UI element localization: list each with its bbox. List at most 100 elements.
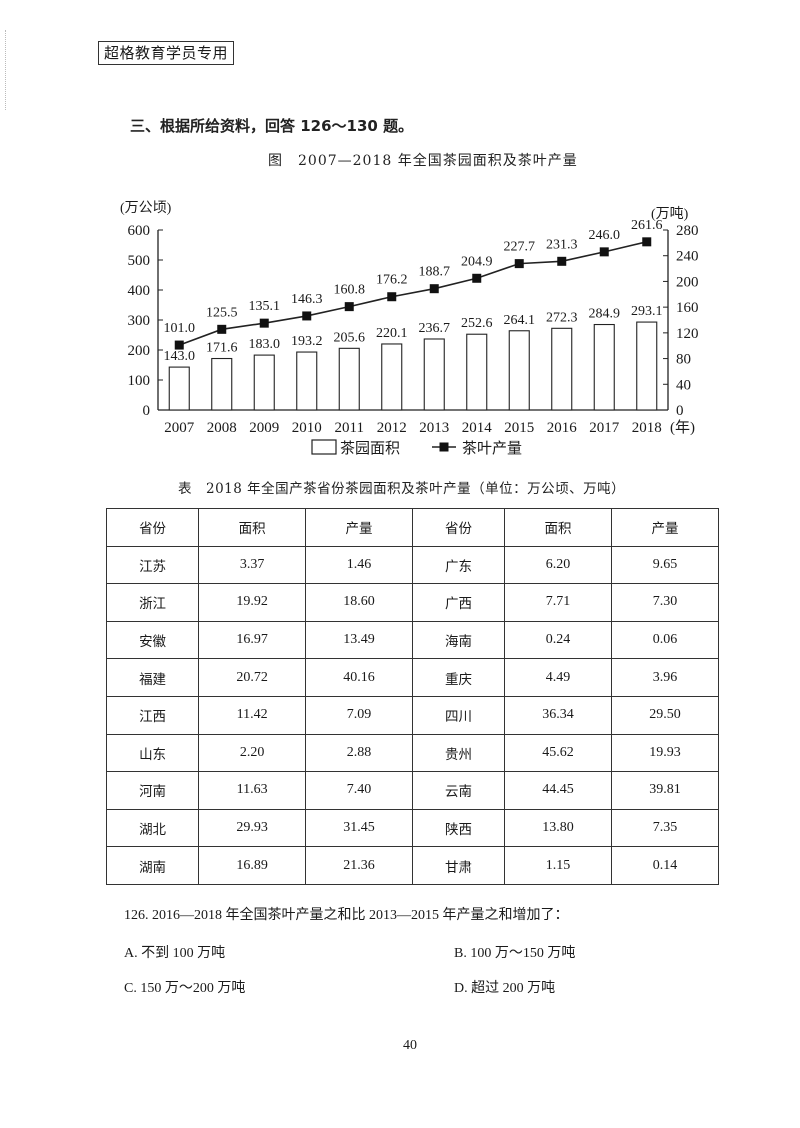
cell-output: 7.30 <box>611 583 719 622</box>
header-province-1: 省份 <box>105 508 200 547</box>
area-bar-label: 264.1 <box>504 313 536 328</box>
left-axis-unit: (万公顷) <box>120 200 172 216</box>
cell-output: 40.16 <box>305 658 413 697</box>
cell-output: 13.49 <box>305 620 413 660</box>
output-marker <box>642 237 652 247</box>
area-bar <box>466 333 488 411</box>
cell-area: 11.42 <box>198 695 307 735</box>
cell-province: 湖北 <box>105 808 200 848</box>
area-bar <box>253 354 275 411</box>
right-tick-label: 0 <box>676 403 684 419</box>
area-bar-label: 236.7 <box>419 321 451 336</box>
cell-province: 江苏 <box>105 545 200 585</box>
header-province-2: 省份 <box>411 508 506 547</box>
output-marker <box>429 284 439 294</box>
right-tick-label: 40 <box>676 377 691 393</box>
right-tick-label: 240 <box>676 249 699 265</box>
cell-province: 四川 <box>411 695 506 735</box>
output-point-label: 188.7 <box>419 265 451 280</box>
area-bar <box>593 323 615 411</box>
cell-province: 云南 <box>411 771 506 810</box>
output-point-label: 176.2 <box>376 273 408 288</box>
output-point-label: 160.8 <box>334 283 366 298</box>
cell-area: 13.80 <box>504 808 613 848</box>
area-bar-label: 252.6 <box>461 316 493 331</box>
area-bar-label: 220.1 <box>376 326 408 341</box>
area-bar-label: 284.9 <box>589 307 621 322</box>
left-tick-label: 300 <box>128 313 151 329</box>
cell-province: 福建 <box>105 658 200 697</box>
table-row: 湖北 29.93 31.45 陕西 13.80 7.35 <box>105 808 719 848</box>
cell-area: 20.72 <box>198 658 307 697</box>
table-row: 福建 20.72 40.16 重庆 4.49 3.96 <box>105 658 719 697</box>
x-tick-label: 2011 <box>335 420 364 436</box>
area-bar-label: 205.6 <box>334 330 366 345</box>
table-row: 湖南 16.89 21.36 甘肃 1.15 0.14 <box>105 846 719 885</box>
right-axis-unit: (万吨) <box>651 206 689 222</box>
area-bar-label: 171.6 <box>206 341 238 356</box>
area-bar <box>296 351 318 411</box>
output-point-label: 227.7 <box>504 240 536 255</box>
cell-province: 广东 <box>411 545 506 585</box>
area-bar <box>338 347 360 411</box>
cell-province: 贵州 <box>411 733 506 773</box>
x-tick-label: 2007 <box>164 420 195 436</box>
x-tick-label: 2012 <box>377 420 407 436</box>
cell-output: 2.88 <box>305 733 413 773</box>
cell-area: 29.93 <box>198 808 307 848</box>
option-a: A. 不到 100 万吨 <box>124 946 226 961</box>
legend-marker-icon <box>439 442 449 452</box>
table-row: 江西 11.42 7.09 四川 36.34 29.50 <box>105 695 719 735</box>
option-d: D. 超过 200 万吨 <box>454 981 556 996</box>
output-marker <box>514 259 524 269</box>
cell-output: 7.09 <box>305 695 413 735</box>
x-tick-label: 2015 <box>504 420 534 436</box>
cell-output: 18.60 <box>305 583 413 622</box>
output-point-label: 231.3 <box>546 237 578 252</box>
watermark-stamp: 超格教育学员专用 <box>98 41 235 65</box>
table-row: 安徽 16.97 13.49 海南 0.24 0.06 <box>105 620 719 660</box>
legend-output-label: 茶叶产量 <box>462 440 522 457</box>
output-marker <box>472 273 482 283</box>
cell-province: 广西 <box>411 583 506 622</box>
x-axis-unit: (年) <box>670 419 695 436</box>
cell-output: 31.45 <box>305 808 413 848</box>
output-marker <box>302 311 312 321</box>
option-b: B. 100 万～150 万吨 <box>454 946 576 961</box>
output-point-label: 101.0 <box>164 321 196 336</box>
question-126: 126. 2016—2018 年全国茶叶产量之和比 2013—2015 年产量之… <box>124 908 569 923</box>
cell-province: 江西 <box>105 695 200 735</box>
x-tick-label: 2010 <box>292 420 322 436</box>
legend-bar-swatch <box>311 439 337 455</box>
cell-area: 3.37 <box>198 545 307 585</box>
output-marker <box>599 247 609 257</box>
output-marker <box>259 318 269 328</box>
cell-output: 9.65 <box>611 545 719 585</box>
output-marker <box>344 302 354 312</box>
table-row: 山东 2.20 2.88 贵州 45.62 19.93 <box>105 733 719 773</box>
x-tick-label: 2017 <box>589 420 620 436</box>
province-tea-table: 省份 面积 产量 省份 面积 产量 江苏 3.37 1.46 广东 6.20 9.65 浙江… <box>105 508 719 885</box>
cell-output: 19.93 <box>611 733 719 773</box>
left-tick-label: 100 <box>128 373 151 389</box>
right-tick-label: 280 <box>676 223 699 239</box>
x-tick-label: 2014 <box>462 420 493 436</box>
table-header-row: 省份 面积 产量 省份 面积 产量 <box>105 508 719 547</box>
area-bar-label: 183.0 <box>249 337 281 352</box>
x-tick-label: 2016 <box>547 420 578 436</box>
scan-margin-marks <box>5 30 8 110</box>
combo-chart: 0 100 200 300 400 500 600 0 40 80 120 160 200 240 280(… <box>0 0 800 480</box>
x-tick-label: 2008 <box>207 420 237 436</box>
area-bar <box>551 327 573 411</box>
cell-province: 陕西 <box>411 808 506 848</box>
cell-province: 山东 <box>105 733 200 773</box>
option-c: C. 150 万～200 万吨 <box>124 981 246 996</box>
table-title: 表 2018 年全国产茶省份茶园面积及茶叶产量（单位：万公顷、万吨） <box>178 481 626 497</box>
area-bar <box>423 338 445 411</box>
cell-area: 0.24 <box>504 620 613 660</box>
cell-area: 19.92 <box>198 583 307 622</box>
table-row: 江苏 3.37 1.46 广东 6.20 9.65 <box>105 545 719 585</box>
left-tick-label: 500 <box>128 253 151 269</box>
output-point-label: 261.6 <box>631 218 663 233</box>
area-bar <box>636 321 658 411</box>
